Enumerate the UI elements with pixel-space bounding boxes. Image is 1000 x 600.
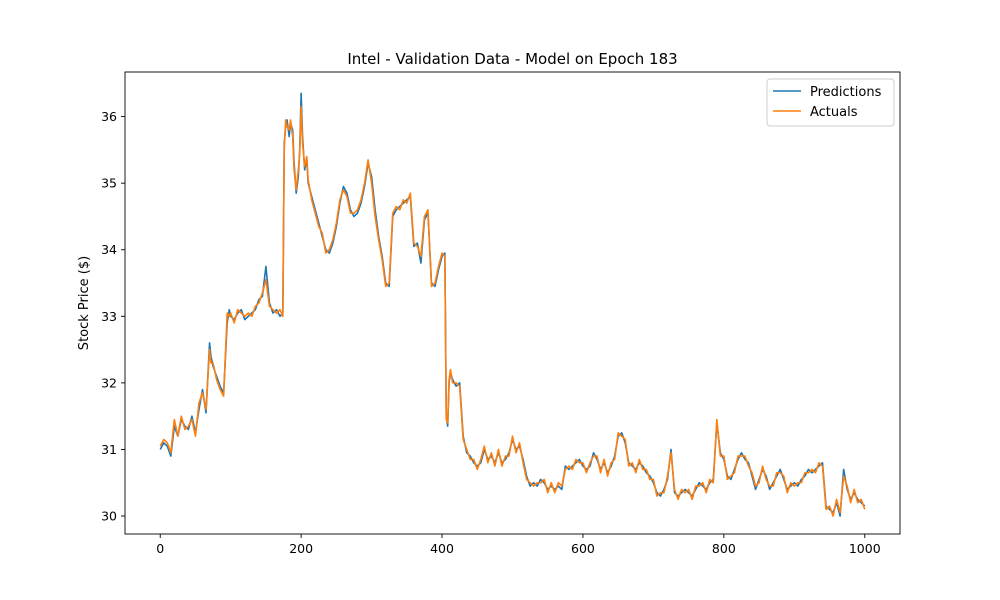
legend-label-actuals: Actuals bbox=[810, 105, 858, 120]
y-tick-label: 31 bbox=[101, 442, 117, 457]
plot-frame bbox=[124, 71, 901, 535]
y-tick-label: 30 bbox=[101, 509, 117, 524]
x-tick-label: 800 bbox=[712, 541, 736, 556]
chart-title: Intel - Validation Data - Model on Epoch… bbox=[347, 50, 677, 68]
plot-area bbox=[124, 71, 901, 535]
plot-background bbox=[125, 72, 900, 534]
y-axis: 30 31 32 33 34 35 36 bbox=[101, 109, 125, 524]
x-tick-label: 0 bbox=[156, 541, 164, 556]
x-tick-label: 600 bbox=[571, 541, 595, 556]
y-tick-label: 35 bbox=[101, 176, 117, 191]
x-axis: 0 200 400 600 800 1000 bbox=[156, 534, 881, 556]
x-tick-label: 1000 bbox=[849, 541, 881, 556]
x-tick-label: 400 bbox=[430, 541, 454, 556]
y-axis-label: Stock Price ($) bbox=[77, 256, 92, 350]
y-tick-label: 34 bbox=[101, 242, 117, 257]
series-line-actuals bbox=[159, 105, 866, 517]
series-layer bbox=[159, 92, 866, 517]
y-tick-label: 33 bbox=[101, 309, 117, 324]
legend: Predictions Actuals bbox=[766, 78, 895, 127]
y-tick-label: 32 bbox=[101, 375, 117, 390]
legend-label-predictions: Predictions bbox=[810, 85, 882, 100]
x-tick-label: 200 bbox=[289, 541, 313, 556]
y-tick-label: 36 bbox=[101, 109, 117, 124]
